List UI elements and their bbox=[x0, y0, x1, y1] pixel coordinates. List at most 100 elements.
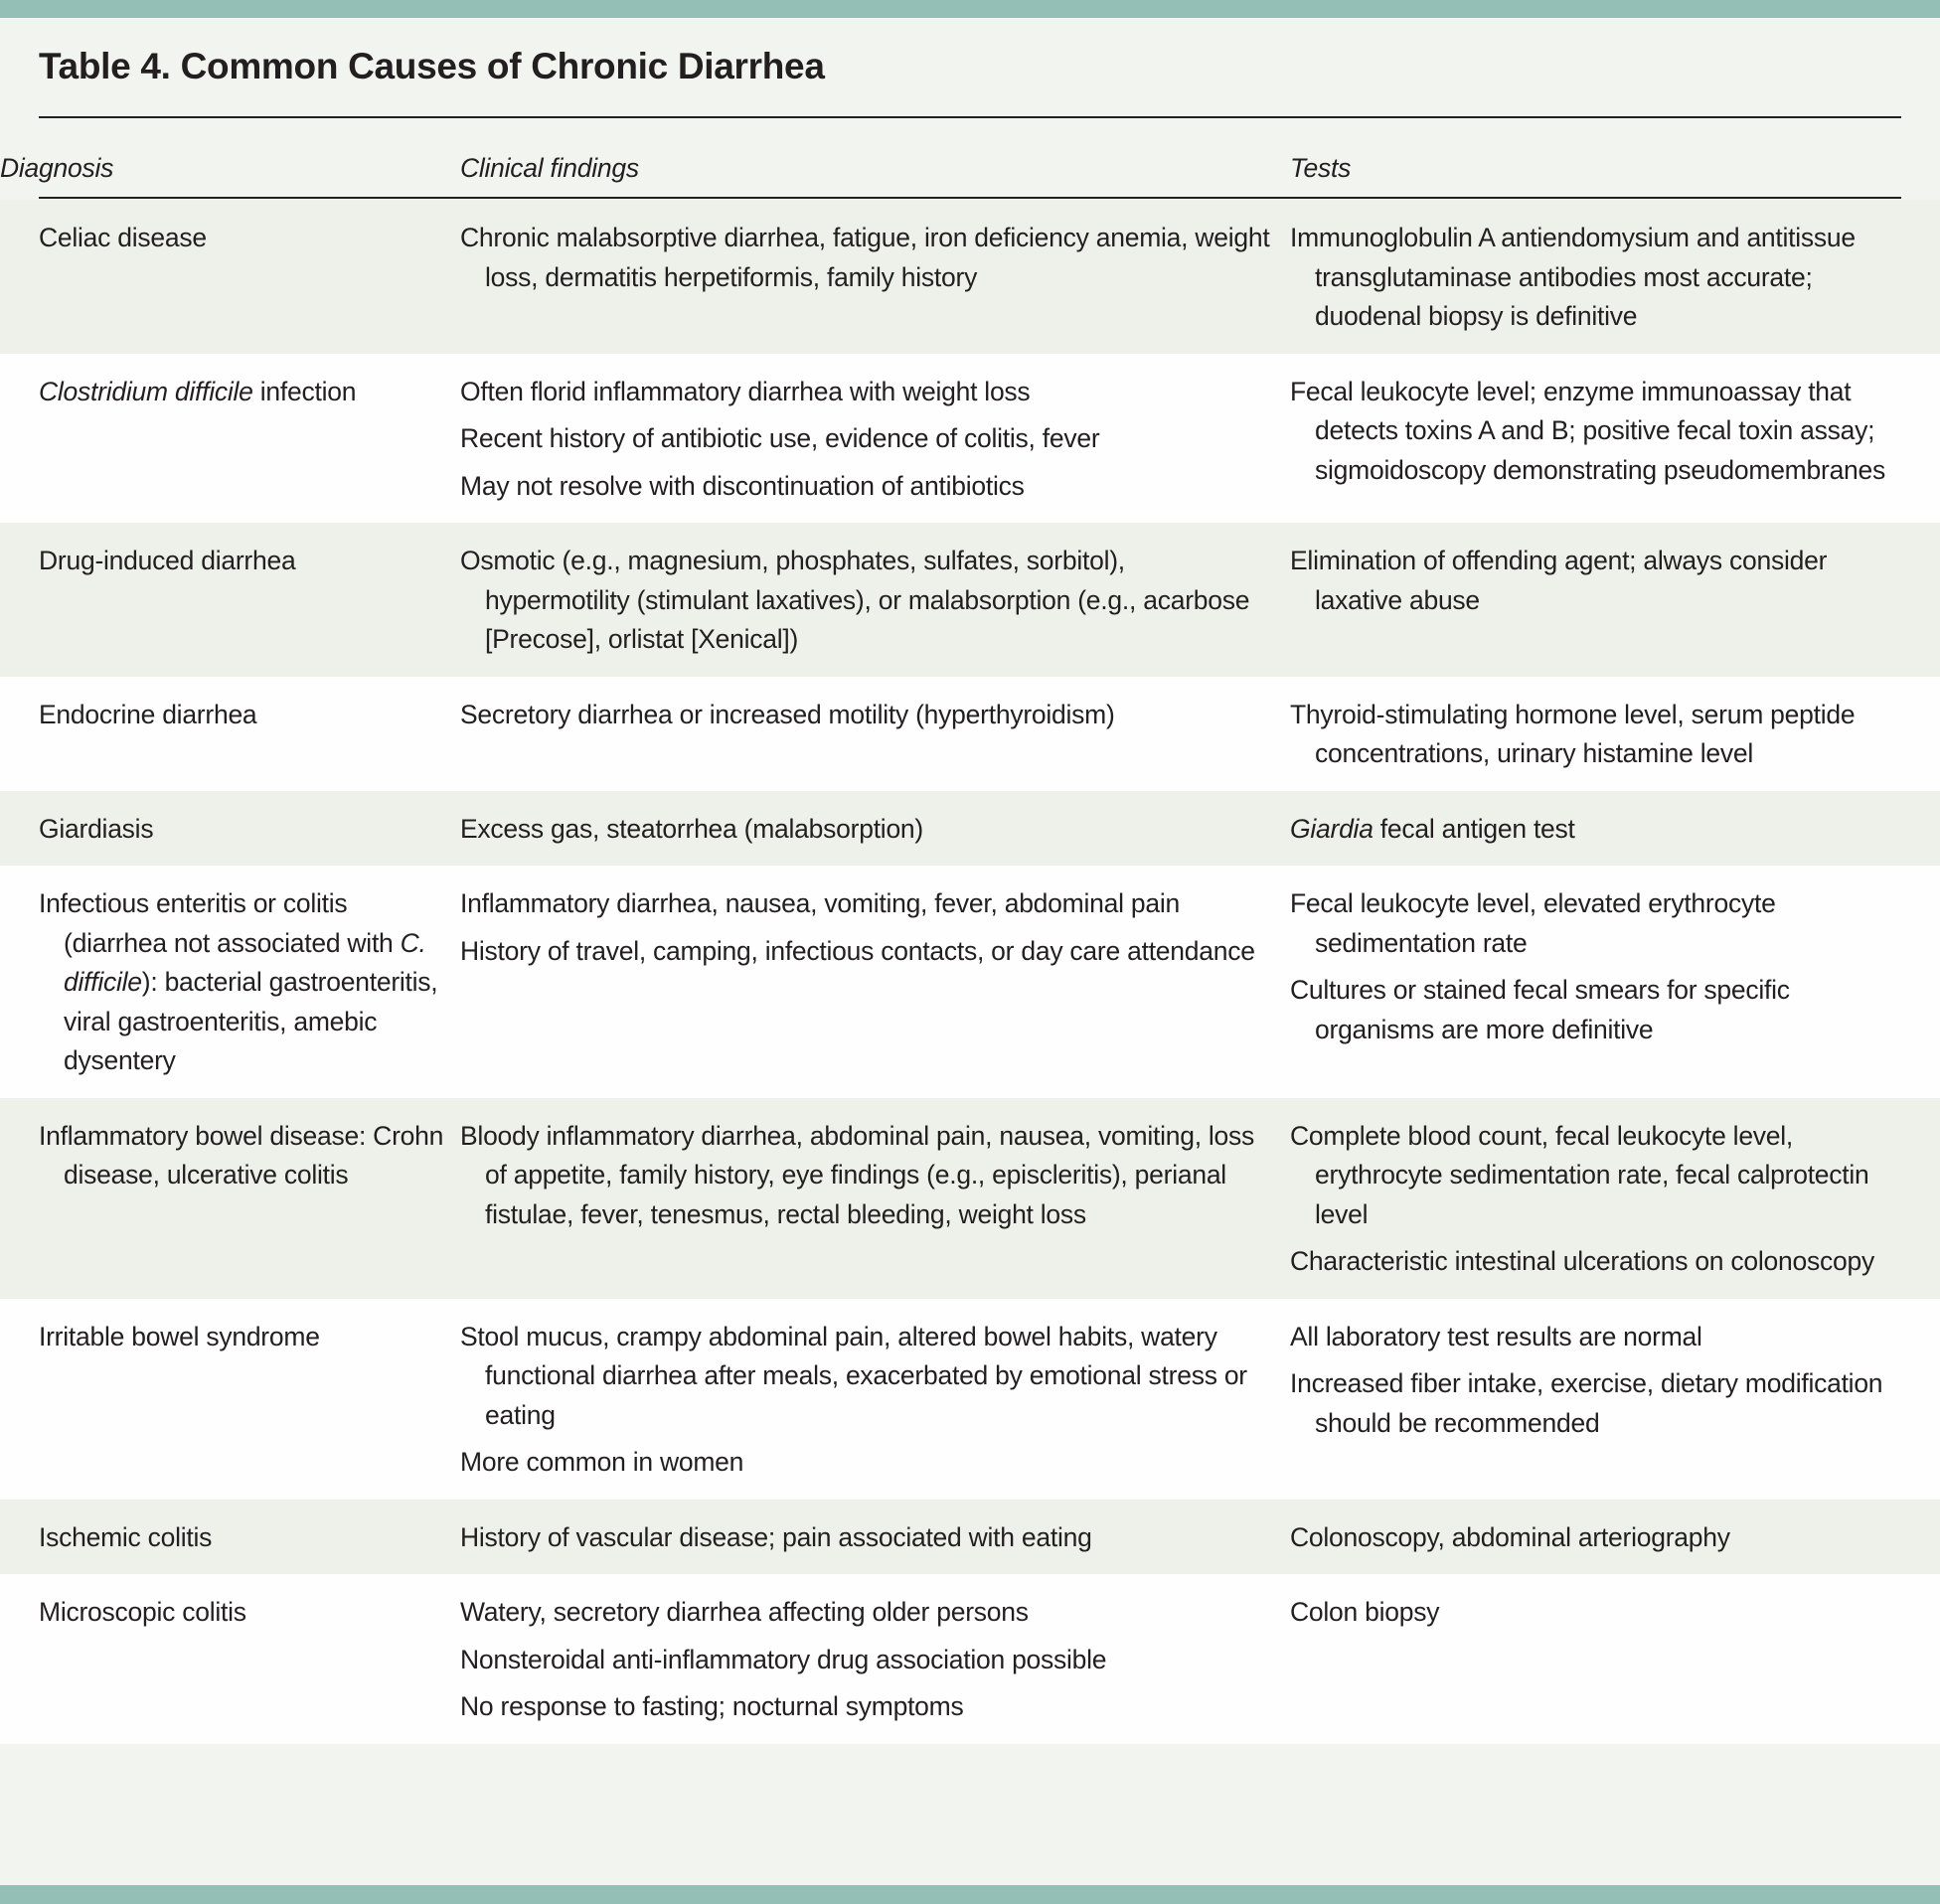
cell-paragraph: Irritable bowel syndrome bbox=[39, 1318, 448, 1357]
text: Recent history of antibiotic use, eviden… bbox=[460, 423, 1100, 453]
cell-paragraph: Excess gas, steatorrhea (malabsorption) bbox=[460, 810, 1272, 850]
table-body: Celiac disease Chronic malabsorptive diar… bbox=[0, 200, 1940, 1744]
table-row: Endocrine diarrhea Secretory diarrhea or … bbox=[0, 676, 1940, 791]
header-clinical-findings: Clinical findings bbox=[460, 153, 639, 183]
diagnosis-cell: Irritable bowel syndrome bbox=[0, 1299, 460, 1500]
table-row: Giardiasis Excess gas, steatorrhea (malab… bbox=[0, 790, 1940, 867]
text: Immunoglobulin A antiendomysium and anti… bbox=[1290, 223, 1856, 331]
cell-paragraph: Clostridium difficile infection bbox=[39, 373, 448, 412]
text: Excess gas, steatorrhea (malabsorption) bbox=[460, 813, 923, 844]
bottom-decorative-band bbox=[0, 1885, 1940, 1904]
cell-paragraph: Watery, secretory diarrhea affecting old… bbox=[460, 1593, 1272, 1633]
table-row: Inflammatory bowel disease: Crohn diseas… bbox=[0, 1097, 1940, 1299]
clinical-findings-cell: Chronic malabsorptive diarrhea, fatigue,… bbox=[460, 200, 1290, 354]
text: ): bacterial gastroenteritis, viral gast… bbox=[64, 967, 438, 1075]
cell-paragraph: Microscopic colitis bbox=[39, 1593, 448, 1633]
cell-paragraph: Celiac disease bbox=[39, 219, 448, 258]
text: Inflammatory diarrhea, nausea, vomiting,… bbox=[460, 888, 1180, 918]
clinical-findings-cell: Stool mucus, crampy abdominal pain, alte… bbox=[460, 1299, 1290, 1500]
cell-paragraph: Ischemic colitis bbox=[39, 1518, 448, 1558]
text: Characteristic intestinal ulcerations on… bbox=[1290, 1246, 1874, 1276]
table-title: Table 4. Common Causes of Chronic Diarrh… bbox=[39, 46, 825, 86]
cell-paragraph: Elimination of offending agent; always c… bbox=[1290, 542, 1910, 620]
text: No response to fasting; nocturnal sympto… bbox=[460, 1691, 964, 1721]
text: Thyroid-stimulating hormone level, serum… bbox=[1290, 699, 1856, 769]
text: Secretory diarrhea or increased motility… bbox=[460, 699, 1115, 729]
cell-paragraph: Chronic malabsorptive diarrhea, fatigue,… bbox=[460, 219, 1272, 297]
text: fecal antigen test bbox=[1373, 813, 1575, 844]
text: Increased fiber intake, exercise, dietar… bbox=[1290, 1368, 1883, 1438]
tests-cell: Elimination of offending agent; always c… bbox=[1290, 523, 1940, 677]
clinical-findings-cell: Secretory diarrhea or increased motility… bbox=[460, 677, 1290, 791]
cell-paragraph: Secretory diarrhea or increased motility… bbox=[460, 696, 1272, 735]
cell-paragraph: More common in women bbox=[460, 1443, 1272, 1483]
italic-text: Clostridium difficile bbox=[39, 376, 253, 406]
text: Irritable bowel syndrome bbox=[39, 1321, 320, 1351]
text: History of travel, camping, infectious c… bbox=[460, 935, 1255, 966]
diagnosis-cell: Inflammatory bowel disease: Crohn diseas… bbox=[0, 1098, 460, 1299]
cell-paragraph: No response to fasting; nocturnal sympto… bbox=[460, 1687, 1272, 1727]
cell-paragraph: Complete blood count, fecal leukocyte le… bbox=[1290, 1117, 1910, 1235]
cell-paragraph: Characteristic intestinal ulcerations on… bbox=[1290, 1242, 1910, 1282]
text: Infectious enteritis or colitis (diarrhe… bbox=[39, 888, 401, 958]
text: Colonoscopy, abdominal arteriography bbox=[1290, 1521, 1730, 1552]
cell-paragraph: Inflammatory bowel disease: Crohn diseas… bbox=[39, 1117, 448, 1195]
tests-cell: Fecal leukocyte level; enzyme immunoassa… bbox=[1290, 354, 1940, 524]
cell-paragraph: Colonoscopy, abdominal arteriography bbox=[1290, 1518, 1910, 1558]
cell-paragraph: Immunoglobulin A antiendomysium and anti… bbox=[1290, 219, 1910, 337]
tests-cell: Fecal leukocyte level, elevated erythroc… bbox=[1290, 866, 1940, 1098]
clinical-findings-cell: Often florid inflammatory diarrhea with … bbox=[460, 354, 1290, 524]
tests-cell: Complete blood count, fecal leukocyte le… bbox=[1290, 1098, 1940, 1299]
diagnosis-cell: Ischemic colitis bbox=[0, 1500, 460, 1575]
text: Chronic malabsorptive diarrhea, fatigue,… bbox=[460, 223, 1270, 292]
table-row: Irritable bowel syndrome Stool mucus, cra… bbox=[0, 1298, 1940, 1500]
table-row: Celiac disease Chronic malabsorptive diar… bbox=[0, 200, 1940, 354]
text: More common in women bbox=[460, 1447, 744, 1477]
header-rule bbox=[39, 197, 1901, 199]
text: May not resolve with discontinuation of … bbox=[460, 470, 1025, 501]
tests-cell: Colonoscopy, abdominal arteriography bbox=[1290, 1500, 1940, 1575]
text: infection bbox=[252, 376, 357, 406]
text: Fecal leukocyte level, elevated erythroc… bbox=[1290, 888, 1776, 958]
cell-paragraph: May not resolve with discontinuation of … bbox=[460, 467, 1272, 507]
header-tests: Tests bbox=[1290, 153, 1352, 183]
header-diagnosis: Diagnosis bbox=[0, 153, 114, 183]
top-decorative-band bbox=[0, 0, 1940, 18]
text: Colon biopsy bbox=[1290, 1597, 1440, 1627]
diagnosis-cell: Drug-induced diarrhea bbox=[0, 523, 460, 677]
text: Often florid inflammatory diarrhea with … bbox=[460, 376, 1031, 406]
cell-paragraph: All laboratory test results are normal bbox=[1290, 1318, 1910, 1357]
text: Giardiasis bbox=[39, 813, 154, 844]
text: Inflammatory bowel disease: Crohn diseas… bbox=[39, 1120, 444, 1190]
cell-paragraph: Thyroid-stimulating hormone level, serum… bbox=[1290, 696, 1910, 774]
cell-paragraph: Cultures or stained fecal smears for spe… bbox=[1290, 971, 1910, 1049]
text: Nonsteroidal anti-inflammatory drug asso… bbox=[460, 1644, 1107, 1674]
text: Endocrine diarrhea bbox=[39, 699, 257, 729]
clinical-findings-cell: Watery, secretory diarrhea affecting old… bbox=[460, 1574, 1290, 1744]
text: Osmotic (e.g., magnesium, phosphates, su… bbox=[460, 546, 1250, 654]
diagnosis-cell: Endocrine diarrhea bbox=[0, 677, 460, 791]
cell-paragraph: Often florid inflammatory diarrhea with … bbox=[460, 373, 1272, 412]
cell-paragraph: Giardia fecal antigen test bbox=[1290, 810, 1910, 850]
cell-paragraph: Increased fiber intake, exercise, dietar… bbox=[1290, 1364, 1910, 1443]
title-rule bbox=[39, 116, 1901, 118]
diagnosis-cell: Celiac disease bbox=[0, 200, 460, 354]
table-row: Infectious enteritis or colitis (diarrhe… bbox=[0, 866, 1940, 1098]
cell-paragraph: Giardiasis bbox=[39, 810, 448, 850]
table-header-row: Diagnosis Clinical findings Tests bbox=[0, 149, 1940, 189]
clinical-findings-cell: History of vascular disease; pain associ… bbox=[460, 1500, 1290, 1575]
text: Fecal leukocyte level; enzyme immunoassa… bbox=[1290, 376, 1886, 485]
text: All laboratory test results are normal bbox=[1290, 1321, 1702, 1351]
diagnosis-cell: Giardiasis bbox=[0, 791, 460, 867]
diagnosis-cell: Infectious enteritis or colitis (diarrhe… bbox=[0, 866, 460, 1098]
cell-paragraph: Stool mucus, crampy abdominal pain, alte… bbox=[460, 1318, 1272, 1436]
text: Ischemic colitis bbox=[39, 1521, 213, 1552]
text: History of vascular disease; pain associ… bbox=[460, 1521, 1092, 1552]
table-row: Clostridium difficile infection Often flo… bbox=[0, 353, 1940, 524]
cell-paragraph: Endocrine diarrhea bbox=[39, 696, 448, 735]
cell-paragraph: Osmotic (e.g., magnesium, phosphates, su… bbox=[460, 542, 1272, 660]
tests-cell: Thyroid-stimulating hormone level, serum… bbox=[1290, 677, 1940, 791]
tests-cell: Colon biopsy bbox=[1290, 1574, 1940, 1744]
cell-paragraph: Fecal leukocyte level, elevated erythroc… bbox=[1290, 884, 1910, 963]
clinical-findings-cell: Osmotic (e.g., magnesium, phosphates, su… bbox=[460, 523, 1290, 677]
